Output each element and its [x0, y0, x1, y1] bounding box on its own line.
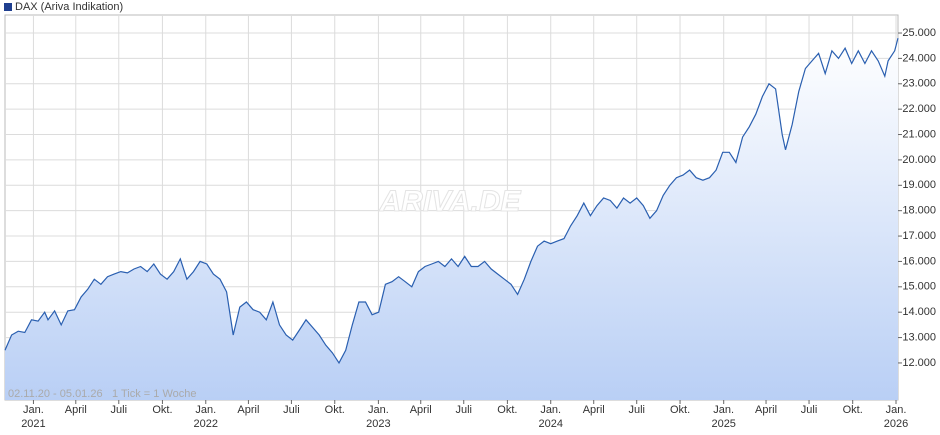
- y-tick-label: 20.000: [902, 154, 936, 166]
- x-tick-label: Jan.: [368, 404, 389, 416]
- x-tick-label: Okt.: [152, 404, 172, 416]
- x-tick-label: April: [237, 404, 259, 416]
- x-tick-year: 2022: [194, 418, 218, 430]
- area-layer: [5, 38, 898, 400]
- axes: 12.000 13.000 14.000 15.000 16.000 17.000 18.0…: [21, 27, 936, 430]
- x-tick-label: Okt.: [497, 404, 517, 416]
- line-layer: [4, 37, 899, 365]
- x-tick-label: Juli: [455, 404, 472, 416]
- x-tick-year: 2023: [366, 418, 390, 430]
- x-tick-label: April: [583, 404, 605, 416]
- legend-swatch: [4, 3, 12, 11]
- legend-label: DAX (Ariva Indikation): [15, 1, 123, 13]
- x-tick-label: Okt.: [843, 404, 863, 416]
- line: [4, 37, 899, 365]
- x-tick-label: April: [755, 404, 777, 416]
- x-tick-year: 2024: [538, 418, 562, 430]
- x-tick-label: Juli: [628, 404, 645, 416]
- y-tick-label: 24.000: [902, 52, 936, 64]
- x-tick-label: Jan.: [713, 404, 734, 416]
- x-tick-label: Juli: [111, 404, 128, 416]
- y-tick-label: 25.000: [902, 27, 936, 39]
- watermark: ARIVA.DE: [378, 185, 521, 218]
- y-tick-label: 17.000: [902, 230, 936, 242]
- x-tick-year: 2026: [884, 418, 908, 430]
- x-tick-year: 2025: [711, 418, 735, 430]
- footnote-tick: 1 Tick = 1 Woche: [112, 388, 196, 400]
- y-tick-label: 23.000: [902, 78, 936, 90]
- y-tick-label: 12.000: [902, 357, 936, 369]
- x-tick-label: Jan.: [540, 404, 561, 416]
- y-tick-label: 16.000: [902, 255, 936, 267]
- x-tick-label: Okt.: [325, 404, 345, 416]
- y-tick-label: 15.000: [902, 281, 936, 293]
- y-tick-label: 14.000: [902, 306, 936, 318]
- footnote: 02.11.20 - 05.01.26: [8, 388, 103, 400]
- y-tick-label: 13.000: [902, 331, 936, 343]
- x-tick-label: Juli: [283, 404, 300, 416]
- y-tick-label: 19.000: [902, 179, 936, 191]
- x-tick-label: Jan.: [195, 404, 216, 416]
- y-tick-label: 21.000: [902, 128, 936, 140]
- x-tick-label: Jan.: [886, 404, 907, 416]
- area: [5, 38, 898, 400]
- x-tick-label: Okt.: [670, 404, 690, 416]
- x-tick-label: April: [410, 404, 432, 416]
- y-tick-label: 22.000: [902, 103, 936, 115]
- y-tick-label: 18.000: [902, 205, 936, 217]
- x-tick-label: Juli: [801, 404, 818, 416]
- x-tick-label: Jan.: [23, 404, 44, 416]
- x-tick-year: 2021: [21, 418, 45, 430]
- x-tick-label: April: [65, 404, 87, 416]
